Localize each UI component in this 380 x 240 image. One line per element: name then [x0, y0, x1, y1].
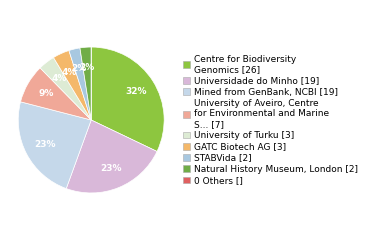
Wedge shape [66, 120, 157, 193]
Wedge shape [54, 51, 91, 120]
Text: 4%: 4% [62, 68, 77, 77]
Text: 32%: 32% [125, 88, 146, 96]
Wedge shape [80, 47, 91, 120]
Wedge shape [21, 68, 91, 120]
Wedge shape [40, 58, 91, 120]
Text: 2%: 2% [71, 64, 87, 73]
Wedge shape [91, 47, 164, 151]
Text: 23%: 23% [34, 140, 55, 149]
Wedge shape [18, 102, 91, 189]
Legend: Centre for Biodiversity
Genomics [26], Universidade do Minho [19], Mined from Ge: Centre for Biodiversity Genomics [26], U… [183, 55, 358, 185]
Text: 4%: 4% [51, 74, 67, 83]
Text: 2%: 2% [79, 63, 95, 72]
Wedge shape [69, 48, 91, 120]
Text: 9%: 9% [38, 89, 54, 98]
Text: 23%: 23% [100, 164, 122, 173]
